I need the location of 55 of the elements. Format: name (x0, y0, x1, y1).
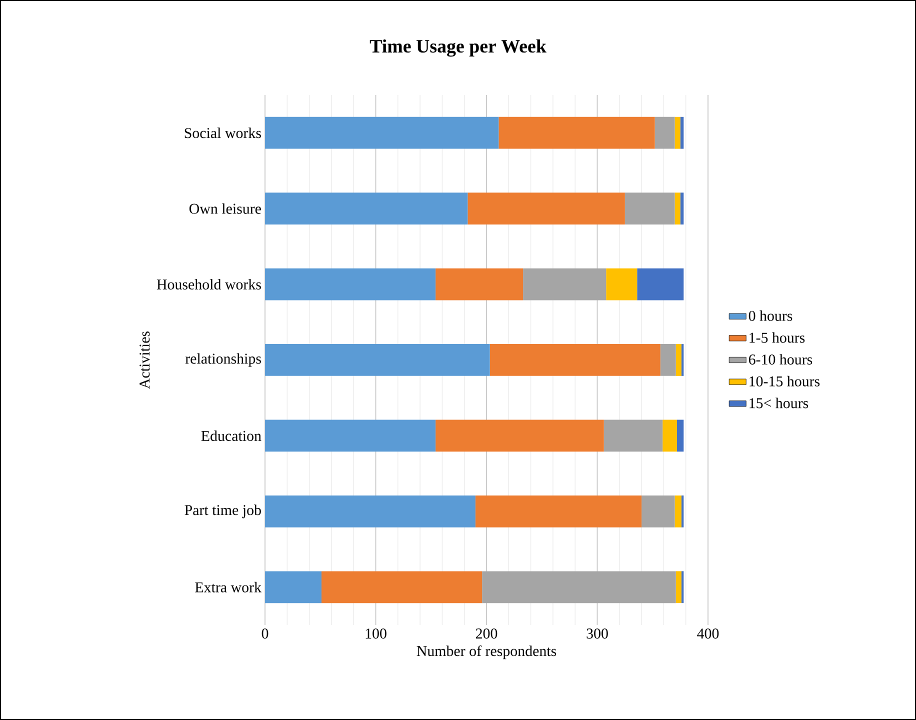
bar (680, 116, 684, 149)
bar (436, 268, 524, 300)
x-tick-label: 0 (262, 628, 268, 639)
bar (662, 420, 677, 452)
bar (265, 571, 322, 604)
bar (498, 116, 655, 149)
bar (523, 268, 606, 300)
bar (265, 116, 499, 149)
bar (490, 344, 660, 376)
bar (482, 571, 676, 604)
y-tick-label: Education (201, 430, 262, 441)
bar (674, 192, 680, 224)
legend-label: 1-5 hours (750, 332, 805, 343)
bar (321, 571, 482, 604)
y-axis-title: Activities (140, 331, 150, 389)
bar (674, 116, 680, 149)
y-tick-label: Social works (184, 128, 261, 138)
bar (265, 420, 436, 452)
y-tick-label: Own leisure (189, 203, 261, 214)
bar (681, 571, 684, 604)
bar (660, 344, 676, 376)
y-tick-label: Extra work (195, 582, 262, 592)
bar (681, 495, 684, 528)
bar (468, 192, 625, 224)
legend-label: 0 hours (748, 310, 792, 321)
bar (265, 344, 490, 376)
bar (681, 344, 684, 376)
bar (654, 116, 675, 149)
legend-label: 15< hours (750, 398, 808, 408)
bar (606, 268, 638, 300)
bar (265, 192, 468, 224)
bar (624, 192, 675, 224)
bar (265, 268, 436, 300)
x-tick-label: 400 (697, 628, 719, 639)
legend-label: 6-10 hours (748, 354, 812, 365)
bar (674, 495, 682, 528)
y-tick-label: Household works (156, 279, 261, 290)
bar (680, 192, 684, 224)
bar (676, 344, 682, 376)
bar (637, 268, 684, 300)
x-tick-label: 200 (476, 628, 498, 639)
bar (642, 495, 675, 528)
y-tick-label: Part time job (184, 504, 261, 518)
bar (475, 495, 642, 528)
bar (676, 571, 682, 604)
bar (436, 420, 604, 452)
bar (604, 420, 663, 452)
y-tick-label: relationships (185, 353, 261, 367)
x-axis-title: Number of respondents (416, 645, 556, 660)
legend-label: 10-15 hours (750, 376, 820, 386)
x-tick-label: 300 (586, 628, 608, 639)
bar (265, 495, 476, 528)
x-tick-label: 100 (366, 628, 386, 639)
chart-title: Time Usage per Week (370, 39, 546, 57)
bar (677, 420, 684, 452)
